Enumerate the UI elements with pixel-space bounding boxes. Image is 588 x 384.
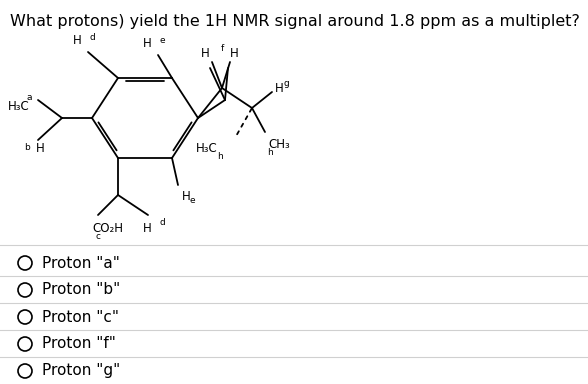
Text: d: d bbox=[90, 33, 96, 42]
Text: H: H bbox=[143, 222, 152, 235]
Text: h: h bbox=[267, 148, 273, 157]
Text: H₃C: H₃C bbox=[196, 142, 218, 155]
Text: H: H bbox=[201, 47, 210, 60]
Text: f: f bbox=[220, 44, 223, 53]
Text: What protons) yield the 1H NMR signal around 1.8 ppm as a multiplet?: What protons) yield the 1H NMR signal ar… bbox=[10, 14, 580, 29]
Text: H: H bbox=[36, 141, 45, 154]
Text: d: d bbox=[160, 218, 166, 227]
Text: e: e bbox=[160, 36, 166, 45]
Text: e: e bbox=[190, 196, 196, 205]
Text: a: a bbox=[26, 93, 32, 101]
Text: Proton "g": Proton "g" bbox=[42, 364, 121, 379]
Text: b: b bbox=[24, 144, 30, 152]
Text: H: H bbox=[230, 47, 239, 60]
Text: Proton "b": Proton "b" bbox=[42, 283, 121, 298]
Text: CH₃: CH₃ bbox=[268, 138, 290, 151]
Text: g: g bbox=[284, 79, 290, 88]
Text: Proton "a": Proton "a" bbox=[42, 255, 120, 270]
Text: H: H bbox=[275, 83, 284, 96]
Text: H: H bbox=[143, 37, 152, 50]
Text: c: c bbox=[95, 232, 101, 241]
Text: Proton "f": Proton "f" bbox=[42, 336, 116, 351]
Text: H: H bbox=[182, 190, 191, 203]
Text: CO₂H: CO₂H bbox=[92, 222, 123, 235]
Text: h: h bbox=[217, 152, 223, 161]
Text: H: H bbox=[74, 34, 82, 47]
Text: H₃C: H₃C bbox=[8, 101, 30, 114]
Text: Proton "c": Proton "c" bbox=[42, 310, 119, 324]
